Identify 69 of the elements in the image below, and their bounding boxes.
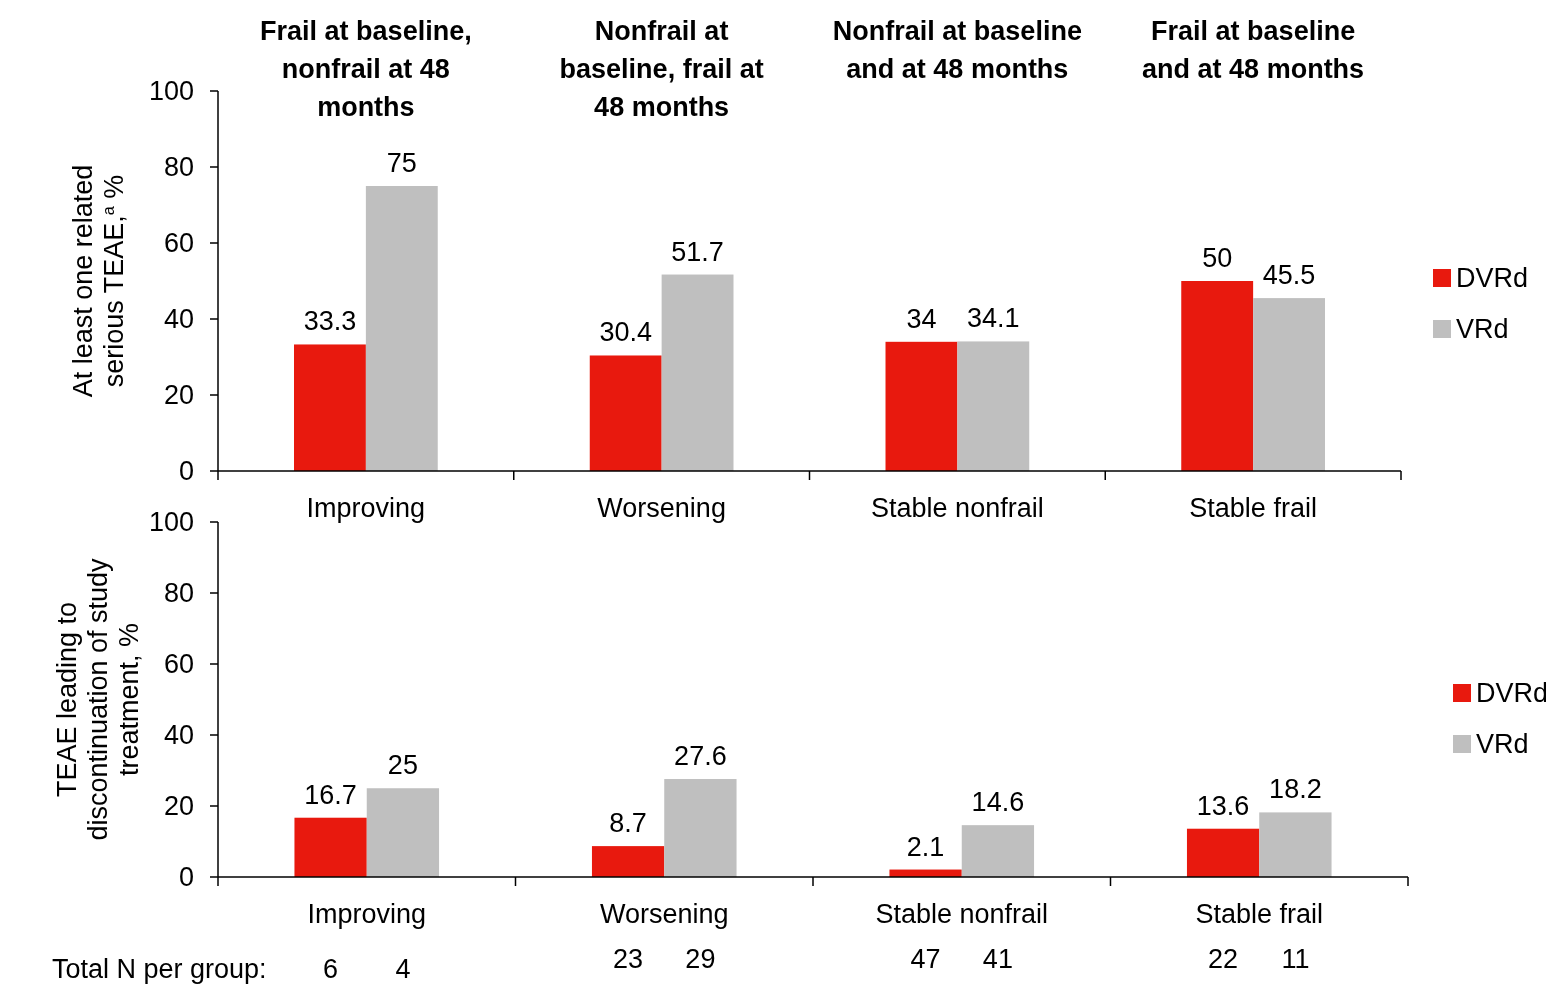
y-tick-label: 60	[163, 649, 194, 680]
data-label: 51.7	[671, 236, 724, 267]
annotation: Frail at baseline, nonfrail at 48 months	[260, 16, 472, 122]
x-tick-label: Stable nonfrail	[871, 493, 1044, 523]
x-tick-label: Stable nonfrail	[875, 899, 1049, 929]
data-label: 34	[906, 303, 937, 334]
data-label: 30.4	[599, 317, 652, 348]
data-label: 45.5	[1262, 260, 1316, 291]
y-tick-label: 0	[178, 456, 194, 487]
bar	[294, 344, 366, 471]
text: 23	[613, 944, 644, 974]
bar	[961, 825, 1035, 877]
data-label: 27.6	[674, 741, 727, 772]
x-tick-label: Worsening	[597, 493, 726, 523]
y-axis-title: TEAE leading to discontinuation of study treatment, %	[52, 557, 144, 841]
bar	[1186, 828, 1260, 877]
x-tick-label: Stable frail	[1189, 493, 1317, 523]
x-tick-label: Stable frail	[1195, 899, 1324, 929]
text: Frail at baseline and at 48 months	[1142, 16, 1365, 84]
bar	[591, 846, 665, 877]
text: 41	[982, 944, 1013, 974]
data-label: 13.6	[1196, 790, 1250, 821]
bar	[661, 274, 734, 471]
x-tick-label: Improving	[306, 493, 426, 523]
text: Nonfrail at baseline and at 48 months	[832, 16, 1082, 84]
bar	[1253, 298, 1325, 471]
y-tick-label: 100	[148, 76, 194, 107]
bar	[1181, 281, 1254, 471]
bar	[294, 817, 367, 877]
y-tick-label: 100	[148, 507, 194, 538]
data-label: 75	[386, 148, 417, 178]
text: 6	[323, 954, 339, 984]
data-label: 18.2	[1269, 774, 1322, 805]
annotation: Nonfrail at baseline, frail at 48 months	[559, 16, 764, 122]
bar	[589, 355, 662, 471]
legend-label: VRd	[1456, 314, 1509, 345]
y-tick-label: 80	[163, 578, 194, 609]
y-tick-label: 40	[163, 720, 194, 751]
text: 11	[1281, 944, 1310, 974]
data-label: 34.1	[967, 303, 1020, 334]
bar	[366, 788, 440, 877]
text: 22	[1208, 944, 1239, 974]
text: 4	[395, 954, 411, 984]
data-label: 33.3	[303, 306, 357, 337]
x-tick-label: Worsening	[599, 899, 729, 929]
data-label: 8.7	[609, 808, 647, 839]
legend-label: DVRd	[1456, 263, 1529, 294]
data-label: 2.1	[906, 831, 945, 862]
y-tick-label: 20	[163, 791, 194, 822]
y-tick-label: 60	[163, 228, 194, 259]
x-tick-label: Improving	[307, 899, 427, 929]
y-tick-label: 40	[163, 304, 194, 335]
text: 47	[910, 944, 941, 974]
text: Total N per group:	[52, 954, 267, 984]
bar	[1259, 812, 1332, 877]
bar	[365, 186, 438, 471]
legend-label: DVRd	[1476, 678, 1549, 709]
data-label: 14.6	[971, 787, 1025, 818]
text: 29	[685, 944, 716, 974]
bar	[957, 341, 1030, 471]
data-label: 16.7	[304, 779, 357, 810]
y-tick-label: 80	[163, 152, 194, 183]
y-tick-label: 20	[163, 380, 194, 411]
bar	[664, 779, 737, 877]
legend-label: VRd	[1476, 729, 1529, 760]
data-label: 50	[1202, 243, 1233, 273]
y-tick-label: 0	[178, 862, 194, 893]
data-label: 25	[387, 750, 418, 781]
bar	[885, 341, 958, 471]
